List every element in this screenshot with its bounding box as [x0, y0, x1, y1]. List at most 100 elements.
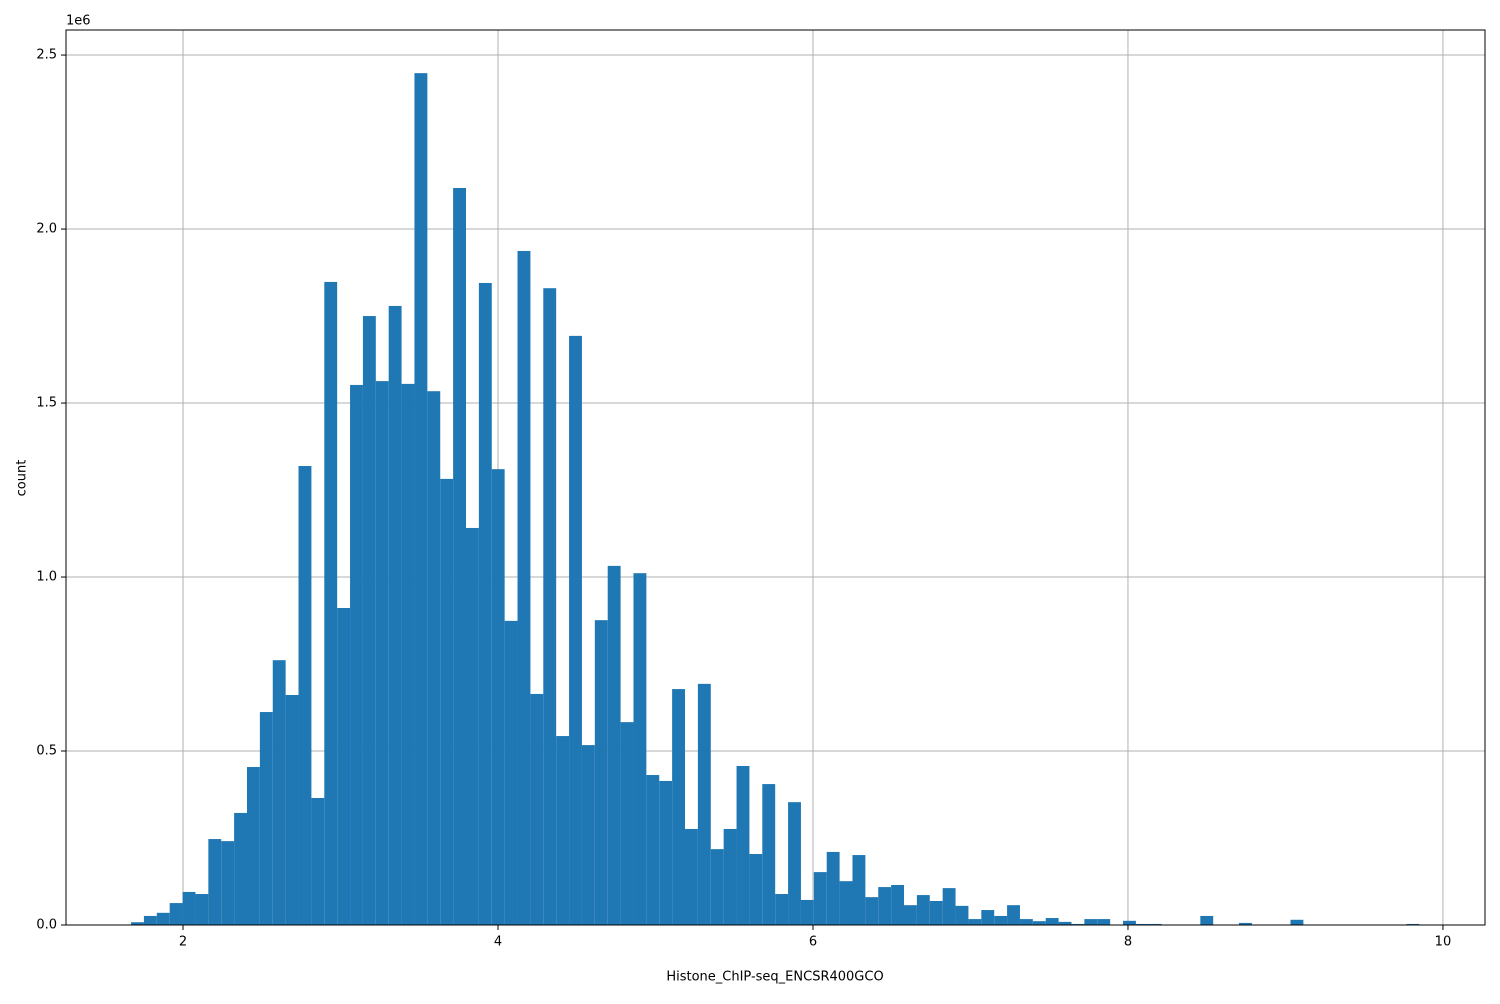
x-tick-label: 6: [809, 935, 817, 950]
bar: [465, 527, 479, 925]
bar: [272, 660, 286, 925]
bar: [285, 694, 299, 925]
bar: [607, 565, 621, 925]
bar: [594, 620, 608, 925]
y-tick-label: 2.5: [36, 48, 57, 63]
bar: [723, 828, 737, 925]
bar: [221, 841, 235, 925]
bar: [749, 854, 763, 925]
bar: [1084, 919, 1098, 925]
axes-frame: [65, 29, 1486, 926]
x-tick-label: 2: [179, 935, 187, 950]
bar: [143, 915, 157, 925]
bar: [929, 900, 943, 925]
x-tick-label: 8: [1124, 935, 1132, 950]
bar: [1123, 920, 1136, 925]
x-tick-label: 10: [1435, 935, 1452, 950]
y-tick-label: 1.0: [36, 570, 57, 585]
bar: [556, 736, 570, 925]
bar: [311, 797, 325, 925]
bar: [1071, 923, 1085, 925]
bar: [942, 888, 956, 925]
bar: [852, 855, 866, 925]
bar: [981, 910, 995, 925]
bar: [1058, 921, 1072, 925]
bar: [169, 903, 183, 925]
bar: [324, 281, 338, 925]
bar: [904, 905, 917, 925]
bar: [234, 812, 247, 925]
ticks: 2 4 6 8 10 0.0 0.5 1.0 1.5 2.0 2.5: [36, 48, 1451, 950]
bar: [788, 802, 801, 925]
bar: [350, 384, 363, 925]
bar: [414, 73, 428, 926]
bar: [246, 767, 260, 925]
bar: [633, 573, 647, 925]
bar: [839, 881, 853, 925]
bar: [156, 912, 170, 925]
bar: [1290, 919, 1304, 925]
y-tick-label: 0.5: [36, 744, 57, 759]
bar: [697, 683, 711, 925]
bar: [659, 780, 673, 925]
bar: [1238, 922, 1252, 925]
bar: [259, 712, 273, 925]
bar: [1007, 905, 1020, 925]
bar: [453, 187, 466, 925]
y-tick-label: 2.0: [36, 222, 57, 237]
bar: [1032, 921, 1046, 925]
bar: [491, 469, 505, 925]
bar: [1097, 919, 1111, 925]
bar: [298, 466, 312, 925]
bar: [1019, 919, 1033, 925]
bar: [762, 784, 776, 925]
bar: [504, 620, 518, 925]
bar: [800, 899, 814, 925]
bar: [427, 391, 441, 925]
y-tick-label: 0.0: [36, 918, 57, 933]
bar: [813, 872, 827, 925]
bar: [775, 894, 789, 925]
bar: [891, 884, 905, 925]
x-tick-label: 4: [494, 935, 502, 950]
bar: [517, 250, 531, 925]
bar: [543, 288, 557, 926]
bar: [208, 839, 222, 925]
bar: [337, 607, 351, 925]
bar: [826, 851, 840, 925]
bar: [1135, 923, 1149, 925]
bar: [878, 887, 892, 925]
bar: [710, 849, 724, 925]
bar: [916, 895, 930, 925]
bar: [1406, 923, 1420, 925]
bar: [1200, 915, 1214, 925]
bar: [182, 891, 196, 925]
bar: [620, 722, 634, 925]
bar: [440, 478, 454, 925]
bar: [685, 828, 698, 925]
bar: [478, 282, 492, 925]
bar: [955, 905, 969, 925]
bar: [131, 922, 144, 925]
bar: [195, 894, 209, 925]
bar: [362, 316, 376, 926]
bar: [865, 897, 879, 925]
bar: [1045, 918, 1059, 925]
bar: [994, 915, 1008, 925]
y-offset-label: 1e6: [66, 14, 91, 29]
bar: [388, 305, 402, 925]
bar: [736, 765, 750, 925]
bars: [131, 73, 1420, 926]
bar: [672, 689, 686, 925]
bar: [1148, 923, 1162, 925]
bar: [530, 693, 544, 925]
bar: [581, 745, 595, 925]
y-axis-label: count: [15, 460, 30, 497]
bar: [401, 383, 415, 925]
bar: [375, 381, 389, 926]
y-tick-label: 1.5: [36, 396, 57, 411]
bar: [968, 919, 982, 925]
x-axis-label: Histone_ChIP-seq_ENCSR400GCO: [666, 970, 883, 985]
bar: [646, 775, 660, 925]
